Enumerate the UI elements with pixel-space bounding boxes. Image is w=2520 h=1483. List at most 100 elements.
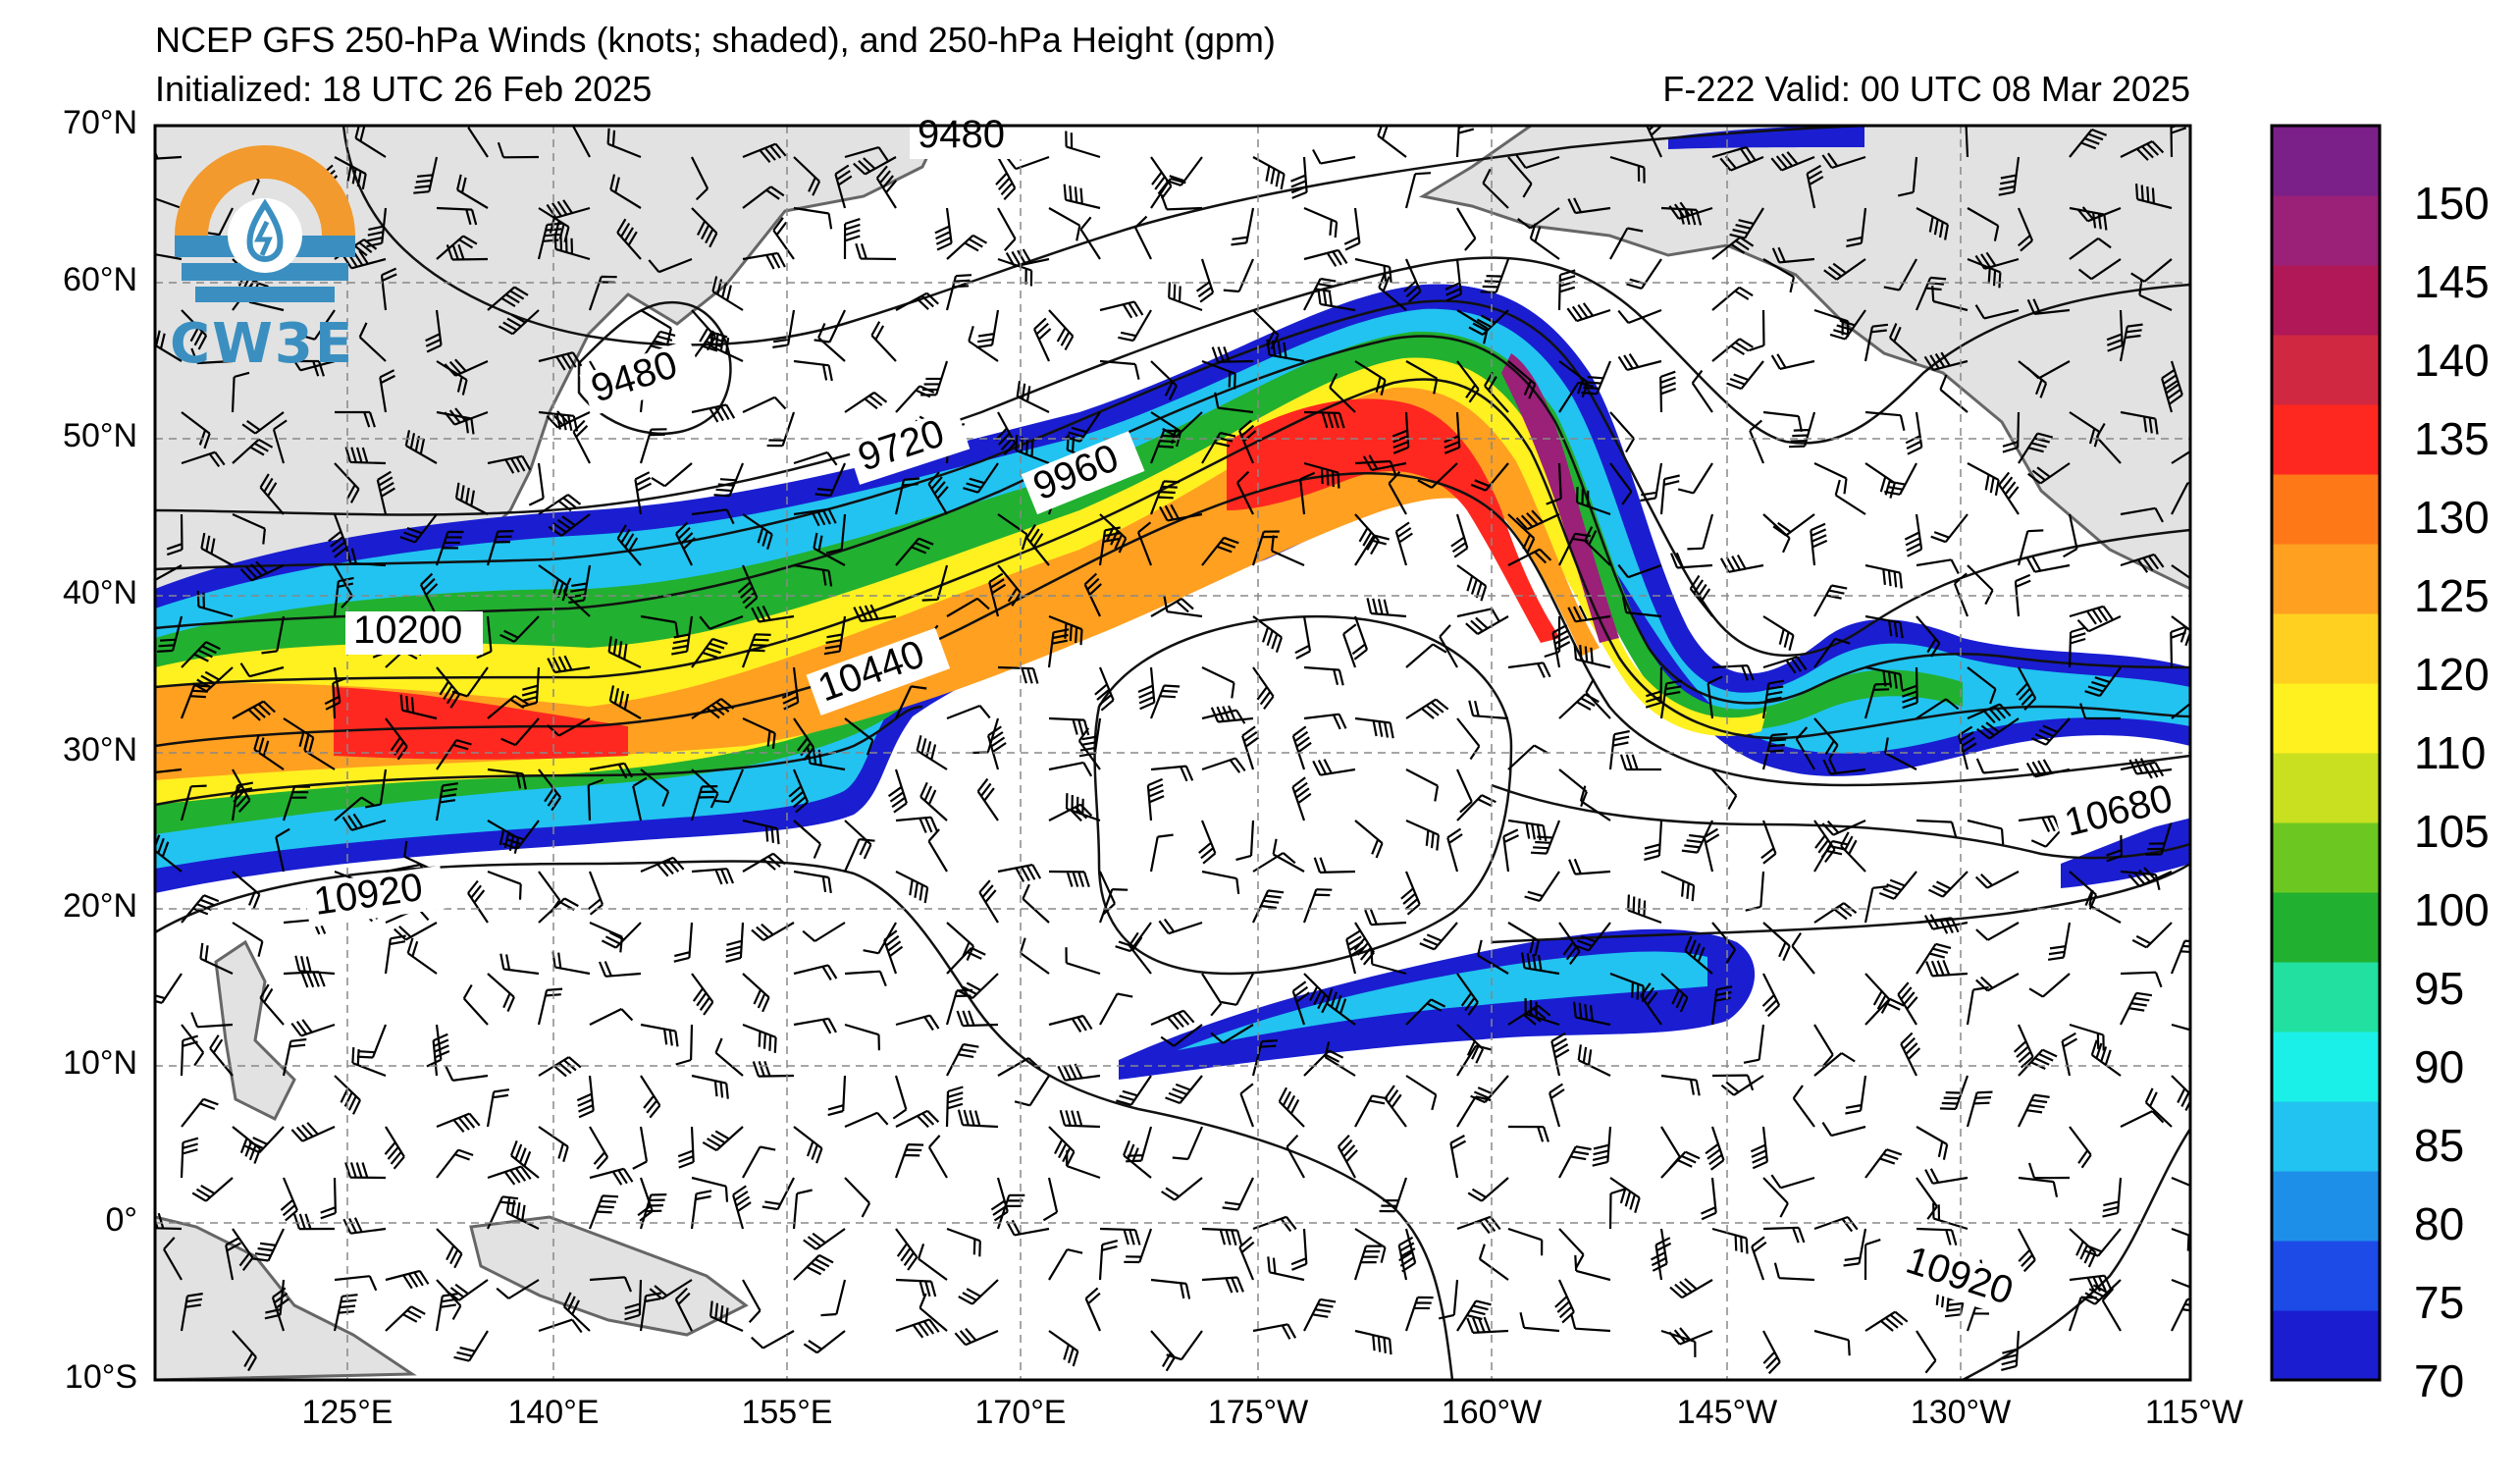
wind-barb: [499, 953, 540, 976]
wind-barb: [155, 148, 183, 160]
contour-label-10200: 10200: [353, 609, 462, 652]
wind-barb: [870, 321, 897, 362]
colorbar-segment: [2272, 335, 2380, 405]
wind-barb: [1252, 1323, 1297, 1340]
colorbar-label-95: 95: [2414, 963, 2465, 1014]
wind-barb: [598, 961, 642, 978]
colorbar-label-135: 135: [2414, 413, 2490, 464]
wind-barb: [1558, 381, 1595, 413]
wind-barb: [1201, 757, 1246, 773]
wind-barb: [354, 126, 387, 158]
wind-barb: [793, 359, 833, 382]
wind-barb: [927, 828, 948, 873]
wind-barb: [1312, 759, 1356, 776]
wind-barb: [1404, 172, 1432, 209]
wind-barb: [1770, 151, 1815, 172]
wind-barb: [2165, 360, 2183, 405]
wind-barb: [1771, 246, 1815, 264]
wind-barb: [1762, 1330, 1781, 1375]
wind-barb: [290, 1122, 336, 1142]
wind-barb: [1761, 679, 1785, 719]
wind-barb: [606, 128, 642, 159]
wind-barb: [1438, 1279, 1459, 1320]
wind-barb: [157, 615, 184, 653]
wind-barb: [895, 1109, 940, 1129]
wind-barb: [1134, 215, 1152, 260]
wind-barb: [1813, 1052, 1856, 1077]
wind-barb: [209, 1034, 234, 1077]
wind-barb: [284, 359, 325, 377]
wind-barb: [673, 922, 694, 963]
wind-barb: [572, 419, 591, 464]
wind-barb: [1465, 615, 1509, 635]
colorbar-label-105: 105: [2414, 806, 2490, 857]
wind-barb: [1687, 513, 1714, 551]
wind-barb: [1619, 754, 1661, 771]
wind-barb: [813, 532, 846, 566]
wind-barb: [589, 1276, 633, 1293]
wind-barb: [2120, 1110, 2165, 1128]
wind-barb: [1507, 513, 1536, 554]
wind-barb: [1930, 513, 1969, 544]
wind-barb: [1351, 615, 1369, 661]
wind-barb: [2068, 1296, 2097, 1332]
wind-barb: [793, 206, 833, 230]
wind-barb: [1405, 698, 1449, 719]
wind-barb: [190, 1012, 234, 1029]
colorbar: [2272, 126, 2380, 1381]
wind-barb: [844, 146, 889, 162]
wind-barb: [546, 410, 591, 429]
wind-barb: [2017, 529, 2044, 566]
wind-barb: [499, 615, 540, 643]
wind-barb: [1939, 1075, 1969, 1110]
wind-barb: [1711, 236, 1755, 260]
wind-barb: [1573, 643, 1611, 669]
wind-barb: [1345, 929, 1365, 975]
wind-barb: [1864, 665, 1904, 690]
wind-barb: [275, 827, 290, 873]
wind-barb: [1446, 827, 1463, 873]
wind-barb: [1998, 471, 2020, 515]
wind-barb: [181, 411, 211, 450]
wind-barb: [1924, 1168, 1969, 1185]
wind-barb: [1419, 922, 1458, 951]
wind-barb: [1364, 909, 1407, 927]
wind-barb: [2016, 666, 2037, 711]
wind-barb: [232, 871, 261, 910]
wind-barb: [1466, 1316, 1509, 1334]
wind-barb: [509, 1140, 540, 1179]
wind-barb: [895, 1228, 919, 1271]
wind-barb: [462, 983, 489, 1026]
wind-barb: [436, 1112, 481, 1134]
wind-barb: [1379, 1177, 1408, 1213]
wind-barb: [1608, 729, 1630, 770]
wind-barb: [436, 739, 472, 770]
wind-barb: [1916, 942, 1952, 975]
wind-barb: [1163, 596, 1203, 618]
wind-barb: [1976, 717, 2020, 740]
wind-barb: [1048, 614, 1083, 646]
wind-barb: [996, 1193, 1025, 1230]
wind-barb: [1439, 624, 1458, 668]
wind-barb: [1823, 258, 1866, 281]
wind-barb: [607, 636, 642, 668]
wind-barb: [1198, 820, 1217, 865]
wind-barb: [1923, 351, 1969, 371]
wind-barb: [155, 197, 183, 210]
lon-label-160w: 160°W: [1441, 1394, 1543, 1431]
colorbar-segment: [2272, 1032, 2380, 1102]
wind-barb: [1659, 474, 1680, 515]
wind-barb: [1470, 462, 1509, 492]
wind-barb: [487, 870, 522, 900]
wind-barb: [956, 1010, 999, 1028]
wind-barb: [231, 781, 253, 821]
wind-barb: [1159, 503, 1203, 522]
wind-barb: [538, 768, 562, 812]
wind-barb: [239, 560, 285, 582]
wind-barb: [1507, 1004, 1551, 1026]
wind-barb: [1711, 145, 1757, 163]
wind-barb: [1468, 309, 1509, 336]
wind-barb: [487, 820, 520, 854]
wind-barb: [1558, 922, 1581, 965]
